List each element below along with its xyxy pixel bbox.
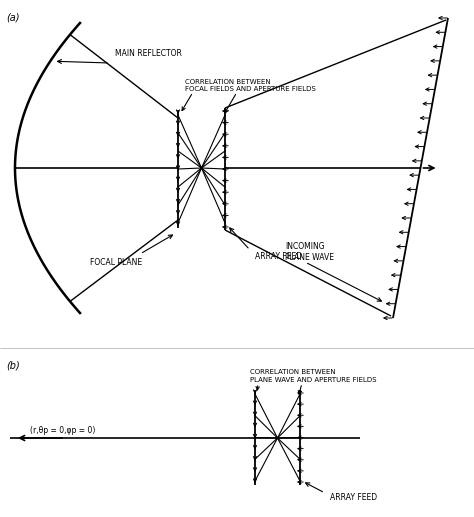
Text: INCOMING
PLANE WAVE: INCOMING PLANE WAVE — [285, 242, 334, 262]
Text: MAIN REFLECTOR: MAIN REFLECTOR — [115, 49, 182, 58]
Text: (b): (b) — [6, 360, 20, 370]
Text: CORRELATION BETWEEN
FOCAL FIELDS AND APERTURE FIELDS: CORRELATION BETWEEN FOCAL FIELDS AND APE… — [185, 79, 316, 92]
Text: CORRELATION BETWEEN
PLANE WAVE AND APERTURE FIELDS: CORRELATION BETWEEN PLANE WAVE AND APERT… — [250, 370, 376, 383]
Text: ARRAY FEED: ARRAY FEED — [330, 493, 377, 502]
Text: (r,θp = 0,φp = 0): (r,θp = 0,φp = 0) — [30, 426, 95, 435]
Text: ARRAY FEED: ARRAY FEED — [255, 252, 302, 261]
Text: (a): (a) — [6, 12, 19, 22]
Text: FOCAL PLANE: FOCAL PLANE — [90, 258, 142, 267]
